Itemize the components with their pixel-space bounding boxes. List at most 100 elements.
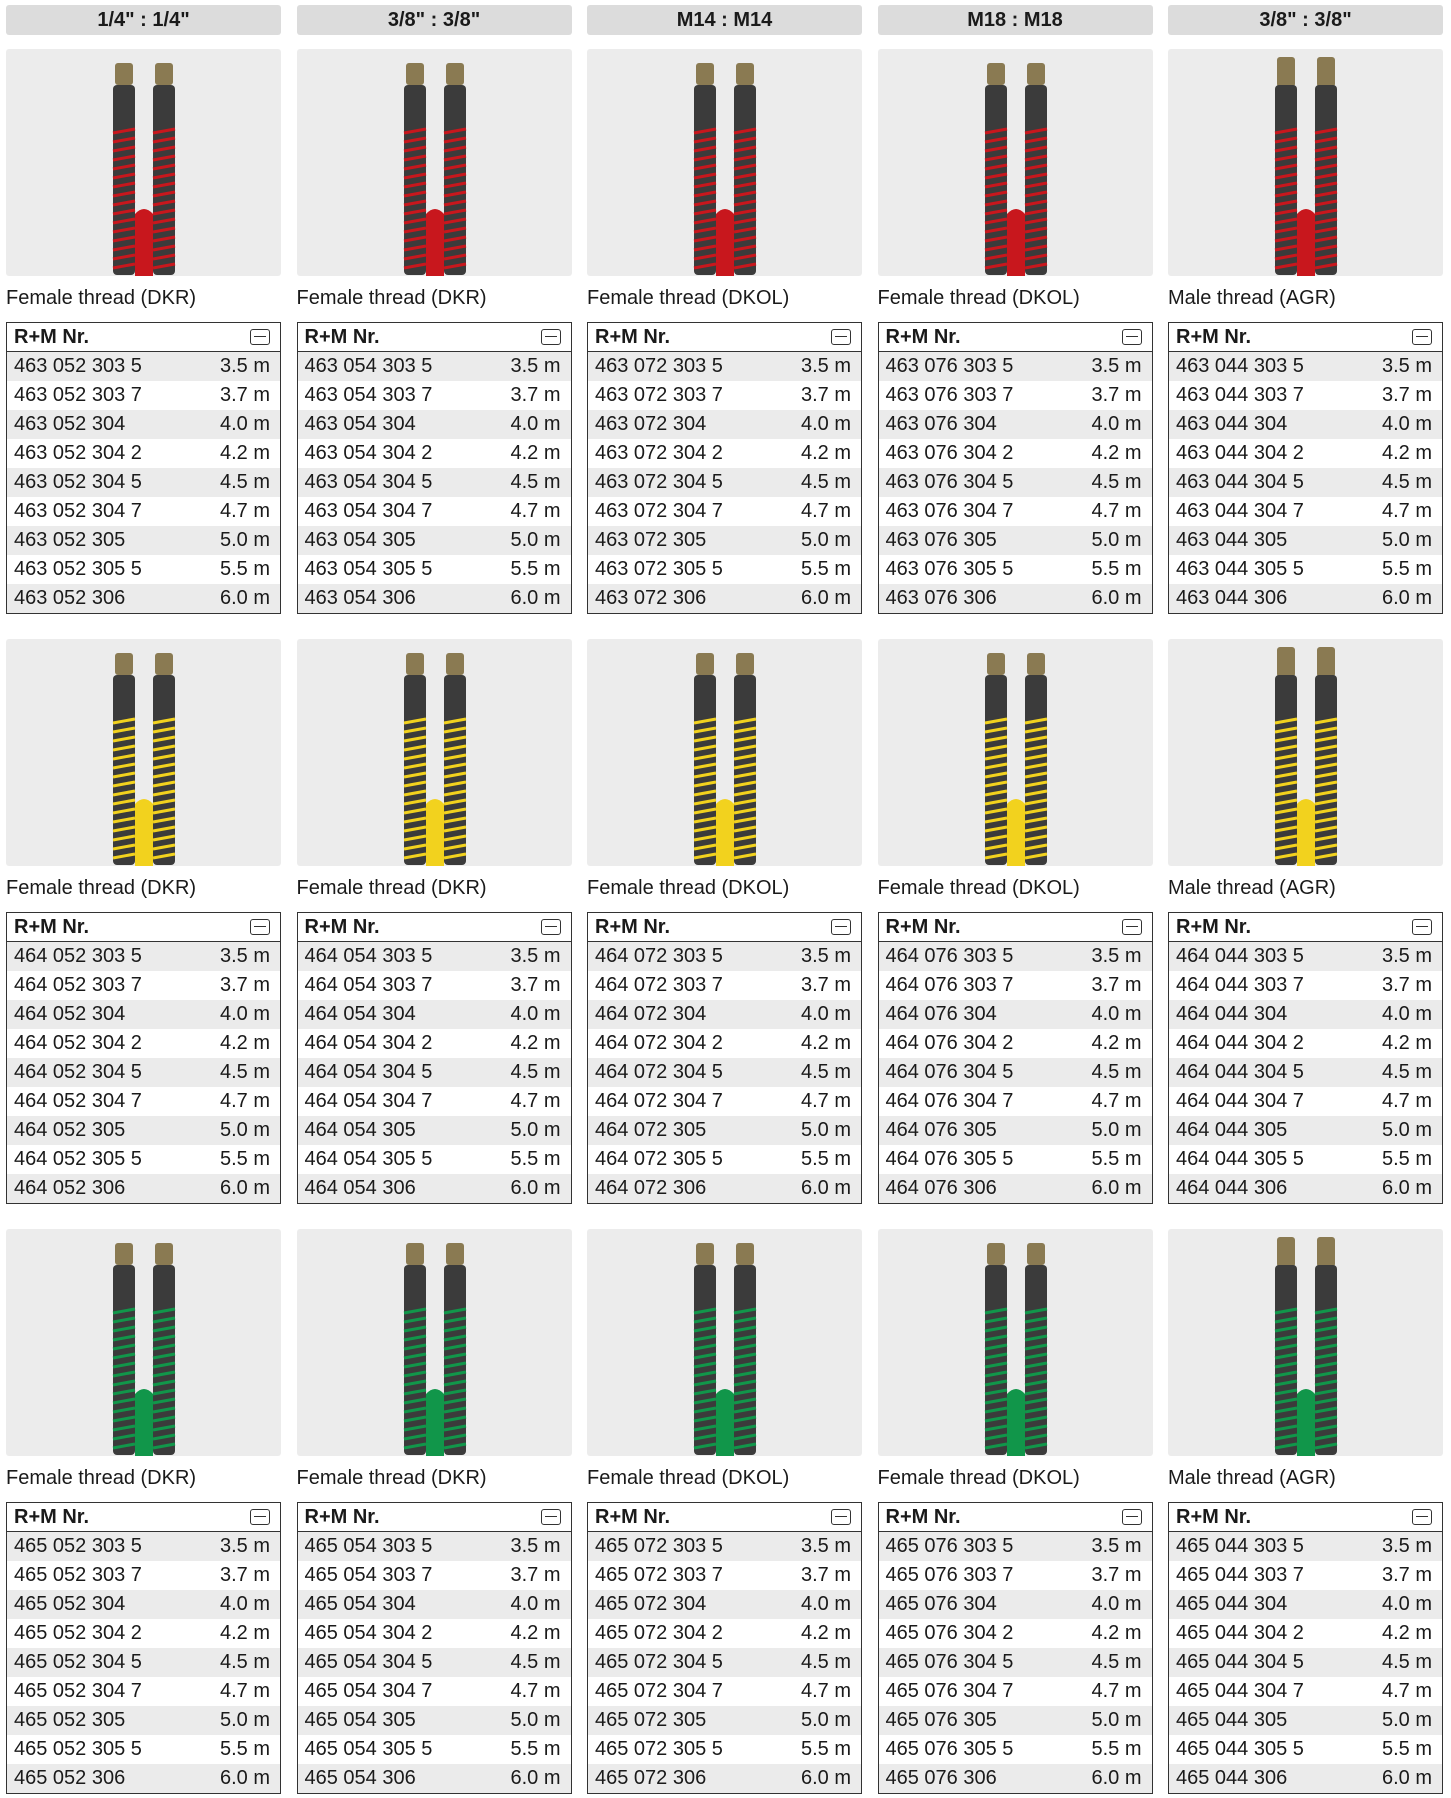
- part-number: 463 076 304: [885, 413, 997, 435]
- part-number: 465 054 305 5: [304, 1738, 433, 1760]
- column-title: R+M Nr.: [1176, 915, 1252, 938]
- part-number: 464 054 304 7: [304, 1090, 433, 1112]
- part-table: R+M Nr. 463 052 303 5 3.5 m 463 052 303 7 3.…: [6, 322, 281, 614]
- table-row: 465 052 303 5 3.5 m: [7, 1532, 280, 1561]
- thread-label: Female thread (DKR): [296, 877, 487, 899]
- length: 4.7 m: [800, 1680, 851, 1702]
- part-table: R+M Nr. 463 044 303 5 3.5 m 463 044 303 7 3.…: [1168, 322, 1443, 614]
- table-row: 464 044 304 5 4.5 m: [1169, 1058, 1442, 1087]
- part-table: R+M Nr. 463 072 303 5 3.5 m 463 072 303 7 3.…: [587, 322, 862, 614]
- length: 6.0 m: [800, 587, 851, 609]
- part-number: 465 054 304 2: [304, 1622, 433, 1644]
- part-number: 463 076 305 5: [885, 558, 1014, 580]
- table-row: 463 044 305 5.0 m: [1169, 526, 1442, 555]
- table-row: 464 076 304 7 4.7 m: [879, 1087, 1152, 1116]
- table-row: 465 076 304 5 4.5 m: [878, 1648, 1152, 1677]
- part-table: R+M Nr. 465 052 303 5 3.5 m 465 052 303 7 3.…: [6, 1502, 281, 1794]
- length: 6.0 m: [1091, 1177, 1142, 1199]
- table-row: 465 052 305 5 5.5 m: [7, 1735, 280, 1764]
- table-row: 464 052 304 2 4.2 m: [7, 1029, 280, 1058]
- length: 3.7 m: [510, 974, 561, 996]
- part-number: 463 054 306: [304, 587, 416, 609]
- table-row: 463 052 303 7 3.7 m: [7, 381, 280, 410]
- length: 4.2 m: [1091, 442, 1142, 464]
- length: 5.0 m: [800, 529, 851, 551]
- table-header: R+M Nr.: [297, 1503, 571, 1532]
- length: 4.0 m: [510, 1003, 561, 1025]
- length: 5.0 m: [219, 1119, 270, 1141]
- hose-image: [693, 653, 757, 866]
- table-row: 464 044 303 7 3.7 m: [1169, 971, 1442, 1000]
- part-table: R+M Nr. 465 072 303 5 3.5 m 465 072 303 7 3.…: [587, 1502, 862, 1794]
- part-number: 463 072 305 5: [595, 558, 723, 580]
- part-number: 465 052 304: [14, 1593, 126, 1615]
- product-cell: Female thread (DKR) R+M Nr. 463 054 303 5 3…: [296, 0, 572, 614]
- part-number: 465 044 304 2: [1176, 1622, 1304, 1644]
- length: 4.2 m: [219, 1622, 270, 1644]
- product-image: [296, 49, 572, 276]
- length: 5.5 m: [1381, 1738, 1432, 1760]
- table-row: 465 052 304 5 4.5 m: [7, 1648, 280, 1677]
- table-row: 465 054 305 5 5.5 m: [298, 1735, 571, 1764]
- part-number: 465 052 303 7: [14, 1564, 142, 1586]
- part-number: 463 072 303 7: [595, 384, 723, 406]
- length-icon: [831, 1509, 851, 1525]
- part-number: 464 052 303 7: [14, 974, 142, 996]
- column-title: R+M Nr.: [885, 325, 961, 348]
- part-number: 463 072 304 7: [595, 500, 723, 522]
- table-row: 465 054 305 5.0 m: [297, 1706, 571, 1735]
- table-row: 463 054 305 5 5.5 m: [298, 555, 571, 584]
- part-number: 465 044 305: [1176, 1709, 1288, 1731]
- table-row: 463 044 303 5 3.5 m: [1169, 352, 1442, 381]
- length: 6.0 m: [510, 1177, 561, 1199]
- table-row: 465 072 306 6.0 m: [588, 1764, 861, 1793]
- table-row: 463 076 305 5 5.5 m: [879, 555, 1152, 584]
- table-row: 463 044 306 6.0 m: [1169, 584, 1442, 613]
- column-title: R+M Nr.: [1176, 325, 1252, 348]
- part-number: 465 076 303 7: [885, 1564, 1014, 1586]
- table-row: 464 044 304 7 4.7 m: [1169, 1087, 1442, 1116]
- thread-label: Male thread (AGR): [1168, 1467, 1336, 1489]
- hose-image: [112, 1243, 176, 1456]
- part-number: 464 076 303 5: [885, 945, 1014, 967]
- part-number: 463 044 303 5: [1176, 355, 1304, 377]
- table-row: 465 076 304 2 4.2 m: [879, 1619, 1152, 1648]
- product-cell: Female thread (DKR) R+M Nr. 464 052 303 5 3…: [6, 590, 281, 1204]
- table-row: 464 052 303 5 3.5 m: [7, 942, 280, 971]
- table-header: R+M Nr.: [588, 323, 861, 352]
- length: 4.2 m: [1381, 442, 1432, 464]
- table-row: 463 072 303 7 3.7 m: [588, 381, 861, 410]
- product-image: [877, 1229, 1153, 1456]
- table-row: 463 076 305 5.0 m: [878, 526, 1152, 555]
- hose-image: [984, 63, 1047, 276]
- length: 3.7 m: [219, 1564, 270, 1586]
- table-row: 465 072 303 7 3.7 m: [588, 1561, 861, 1590]
- part-number: 465 072 305: [595, 1709, 707, 1731]
- thread-label: Female thread (DKOL): [587, 877, 790, 899]
- length: 6.0 m: [219, 587, 270, 609]
- product-cell: Female thread (DKOL) R+M Nr. 463 072 303 5…: [587, 0, 862, 614]
- length: 4.2 m: [1091, 1622, 1142, 1644]
- length: 4.7 m: [510, 500, 561, 522]
- length: 5.5 m: [800, 558, 851, 580]
- column-title: R+M Nr.: [595, 1505, 671, 1528]
- length: 4.2 m: [800, 1032, 851, 1054]
- table-row: 463 072 306 6.0 m: [588, 584, 861, 613]
- table-row: 463 076 304 7 4.7 m: [879, 497, 1152, 526]
- table-row: 465 044 304 4.0 m: [1169, 1590, 1442, 1619]
- table-header: R+M Nr.: [588, 1503, 861, 1532]
- part-number: 464 052 305: [14, 1119, 126, 1141]
- hose-image: [984, 1243, 1047, 1456]
- part-number: 463 054 304 5: [304, 471, 433, 493]
- part-number: 465 072 304 2: [595, 1622, 723, 1644]
- part-number: 464 044 304 2: [1176, 1032, 1304, 1054]
- part-number: 465 054 304: [304, 1593, 416, 1615]
- table-row: 463 072 305 5 5.5 m: [588, 555, 861, 584]
- part-number: 463 052 305 5: [14, 558, 142, 580]
- table-row: 464 076 303 5 3.5 m: [878, 942, 1152, 971]
- length: 6.0 m: [219, 1177, 270, 1199]
- table-row: 464 054 304 2 4.2 m: [298, 1029, 571, 1058]
- length: 4.0 m: [219, 413, 270, 435]
- column-header: 3/8" : 3/8": [1168, 5, 1443, 35]
- length: 4.5 m: [1091, 471, 1142, 493]
